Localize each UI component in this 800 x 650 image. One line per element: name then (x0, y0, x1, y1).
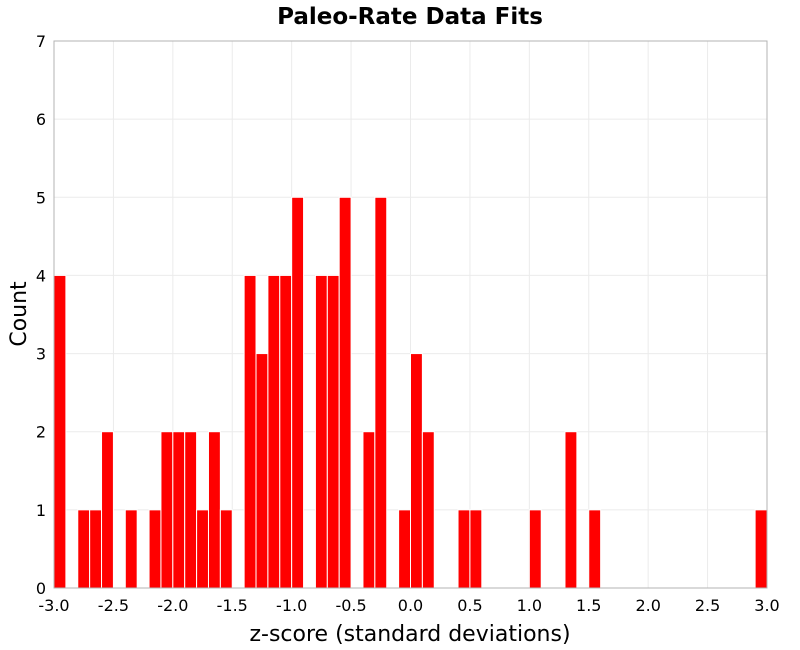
y-tick-label: 0 (36, 579, 46, 598)
x-tick-label: -1.5 (217, 596, 248, 615)
histogram-bar (184, 431, 198, 589)
histogram-bar (314, 274, 328, 589)
y-tick-label: 3 (36, 345, 46, 364)
y-tick-label: 6 (36, 110, 46, 129)
histogram-bar (291, 196, 305, 589)
y-axis-ticks: 0 1 2 3 4 5 6 7 (36, 32, 46, 598)
x-tick-label: -2.5 (98, 596, 129, 615)
histogram-bar (255, 353, 269, 589)
y-axis-label: Count (7, 281, 32, 347)
histogram-bar (469, 509, 483, 589)
x-tick-label: 2.0 (635, 596, 660, 615)
histogram-bar (207, 431, 221, 589)
y-tick-label: 4 (36, 266, 46, 285)
x-tick-label: 3.0 (754, 596, 779, 615)
histogram-bar (398, 509, 412, 589)
histogram-bar (148, 509, 162, 589)
histogram-bar (101, 431, 114, 589)
histogram-bar (196, 509, 209, 589)
y-tick-label: 5 (36, 188, 46, 207)
x-tick-label: 2.5 (695, 596, 720, 615)
x-tick-label: 1.0 (517, 596, 542, 615)
x-axis-ticks: -3.0 -2.5 -2.0 -1.5 -1.0 -0.5 0.0 0.5 1.0 1.5 2.0 2… (38, 596, 779, 615)
histogram-bar (374, 196, 388, 589)
y-tick-label: 2 (36, 423, 46, 442)
x-tick-label: 0.5 (457, 596, 482, 615)
x-tick-label: 1.5 (576, 596, 601, 615)
histogram-bar (326, 274, 340, 589)
histogram-bar (588, 509, 602, 589)
histogram-bar (421, 431, 435, 589)
histogram-bar (279, 274, 293, 589)
chart-title: Paleo-Rate Data Fits (277, 4, 543, 30)
histogram-bar (338, 196, 352, 589)
x-tick-label: -0.5 (335, 596, 366, 615)
histogram-bar (219, 509, 233, 589)
histogram-bar (362, 431, 376, 589)
histogram-bar (528, 509, 542, 589)
y-tick-label: 1 (36, 501, 46, 520)
histogram-bar (89, 509, 103, 589)
histogram-bar (124, 509, 138, 589)
histogram-bar (267, 274, 281, 589)
histogram-bar (243, 274, 257, 589)
histogram-bar (410, 353, 423, 589)
plot-frame (53, 40, 768, 589)
histogram-bar (564, 431, 578, 589)
histogram-bar (172, 431, 186, 589)
histogram-bar (457, 509, 471, 589)
x-axis-label: z-score (standard deviations) (249, 622, 570, 647)
x-tick-label: -3.0 (38, 596, 69, 615)
bars (53, 196, 768, 589)
histogram-bar (77, 509, 91, 589)
x-tick-label: 0.0 (398, 596, 423, 615)
x-tick-label: -2.0 (157, 596, 188, 615)
histogram-bar (160, 431, 174, 589)
x-tick-label: -1.0 (276, 596, 307, 615)
histogram-bar (754, 509, 768, 589)
y-tick-label: 7 (36, 32, 46, 51)
histogram-bar (53, 274, 67, 589)
